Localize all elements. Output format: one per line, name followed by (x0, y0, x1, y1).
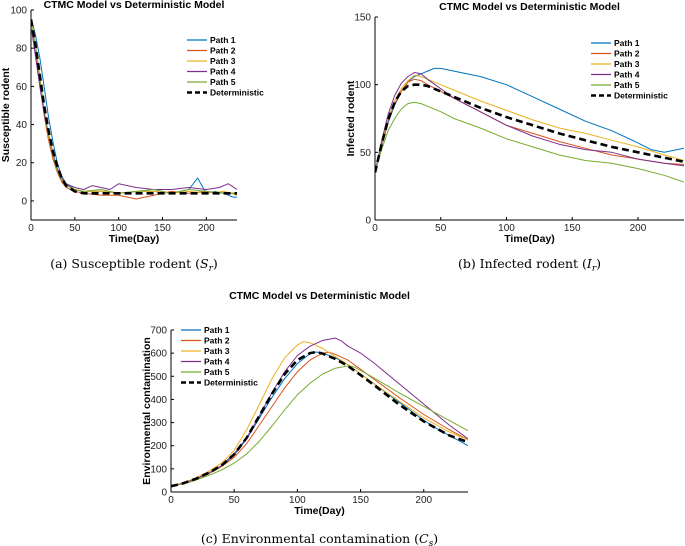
y-tick-label: 0 (21, 196, 27, 207)
y-tick-label: 40 (16, 120, 28, 131)
legend-label: Deterministic (614, 91, 668, 101)
y-tick-label: 0 (161, 488, 167, 499)
legend-label: Path 2 (204, 336, 230, 346)
legend-label: Path 1 (210, 35, 236, 45)
series-group (375, 67, 684, 183)
series-line-path-5 (171, 365, 468, 487)
series-line-deterministic (375, 83, 684, 173)
legend-label: Path 5 (210, 77, 236, 87)
x-tick-label: 50 (69, 223, 81, 234)
y-axis-label: Susceptible rodent (0, 67, 12, 162)
y-tick-label: 100 (10, 6, 27, 17)
y-tick-label: 0 (365, 216, 371, 227)
x-tick-label: 100 (110, 223, 127, 234)
y-tick-label: 600 (150, 349, 167, 360)
legend-label: Path 2 (614, 49, 640, 59)
y-tick-label: 100 (354, 80, 371, 91)
legend-label: Path 1 (204, 325, 230, 335)
y-tick-label: 400 (150, 395, 167, 406)
x-tick-label: 100 (289, 495, 306, 506)
figure-caption: (b) Infected rodent (Ir) (458, 256, 601, 274)
legend-label: Deterministic (210, 88, 264, 98)
legend-label: Path 4 (614, 70, 640, 80)
legend-label: Deterministic (204, 378, 258, 388)
figure-caption: (a) Susceptible rodent (Sr) (50, 256, 218, 274)
x-tick-label: 50 (435, 223, 447, 234)
chart-infected: CTMC Model vs Deterministic Model 0 50 100 1… (345, 1, 684, 274)
x-tick-label: 0 (28, 223, 34, 234)
series-line-path-5 (375, 101, 684, 183)
chart-title: CTMC Model vs Deterministic Model (44, 0, 225, 11)
x-tick-label: 0 (168, 495, 174, 506)
x-tick-label: 150 (352, 495, 369, 506)
y-tick-label: 150 (354, 13, 371, 24)
series-line-deterministic (31, 19, 237, 195)
x-tick-label: 100 (498, 223, 515, 234)
legend-label: Path 1 (614, 38, 640, 48)
y-tick-label: 200 (150, 441, 167, 452)
chart-title: CTMC Model vs Deterministic Model (439, 1, 620, 13)
series-line-path-2 (31, 21, 237, 200)
series-line-path-3 (375, 74, 684, 173)
series-line-path-1 (31, 17, 237, 198)
legend-label: Path 5 (204, 367, 230, 377)
legend-label: Path 4 (210, 67, 236, 77)
y-tick-label: 700 (150, 326, 167, 337)
x-axis-label: Time(Day) (504, 233, 555, 245)
y-tick-label: 20 (16, 158, 28, 169)
y-tick-label: 500 (150, 372, 167, 383)
series-line-deterministic (171, 350, 468, 488)
legend-label: Path 3 (210, 56, 236, 66)
x-tick-label: 200 (630, 223, 647, 234)
x-tick-label: 50 (229, 495, 241, 506)
y-axis-label: Infected rodent (345, 80, 357, 156)
x-tick-label: 150 (564, 223, 581, 234)
y-axis-label: Environmental contamination (141, 337, 153, 485)
x-tick-label: 150 (154, 223, 171, 234)
x-axis-label: Time(Day) (109, 233, 160, 245)
x-tick-label: 0 (372, 223, 378, 234)
x-tick-label: 200 (415, 495, 432, 506)
series-line-path-3 (31, 19, 237, 196)
chart-environment: CTMC Model vs Deterministic Model 0 50 100 1… (141, 290, 468, 546)
chart-susceptible: CTMC Model vs Deterministic Model 0 50 100 1… (0, 0, 264, 274)
legend-label: Path 2 (210, 46, 236, 56)
y-tick-label: 100 (150, 464, 167, 475)
legend-label: Path 3 (614, 59, 640, 69)
legend-label: Path 3 (204, 346, 230, 356)
y-tick-label: 300 (150, 418, 167, 429)
series-group (31, 17, 237, 200)
series-group (171, 337, 468, 488)
x-tick-label: 200 (198, 223, 215, 234)
legend-label: Path 4 (204, 357, 230, 367)
y-tick-label: 60 (16, 82, 28, 93)
series-line-path-3 (171, 341, 468, 487)
y-tick-label: 80 (16, 44, 28, 55)
figure-caption: (c) Environmental contamination (Cs) (201, 531, 438, 546)
y-tick-label: 50 (360, 148, 372, 159)
chart-title: CTMC Model vs Deterministic Model (229, 290, 410, 302)
series-line-path-5 (31, 23, 237, 194)
legend-label: Path 5 (614, 80, 640, 90)
x-axis-label: Time(Day) (294, 505, 345, 517)
